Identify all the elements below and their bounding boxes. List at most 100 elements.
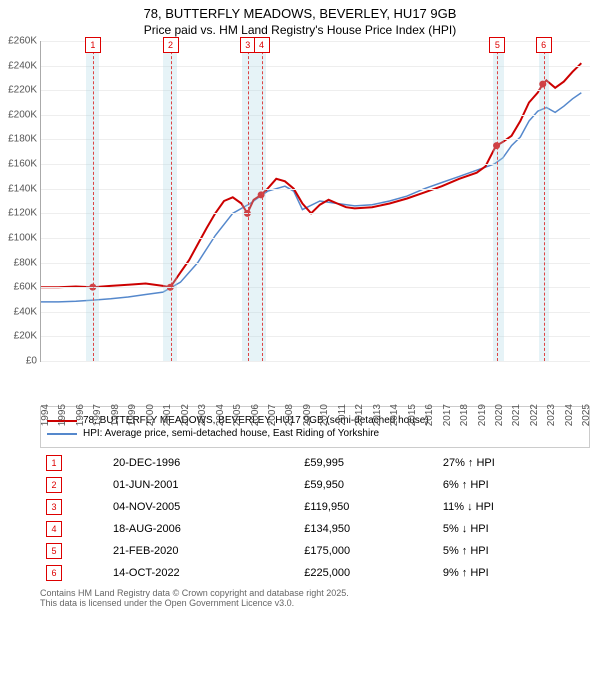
event-dash — [171, 41, 172, 361]
page-title: 78, BUTTERFLY MEADOWS, BEVERLEY, HU17 9G… — [0, 6, 600, 21]
x-tick-label: 2020 — [494, 404, 505, 426]
event-date: 21-FEB-2020 — [107, 540, 298, 562]
y-tick-label: £240K — [8, 60, 37, 71]
event-num: 1 — [46, 455, 62, 471]
x-tick-label: 2019 — [477, 404, 488, 426]
event-marker: 5 — [489, 37, 505, 53]
y-tick-label: £0 — [26, 356, 37, 367]
x-tick-label: 2001 — [162, 404, 173, 426]
x-tick-label: 1996 — [75, 404, 86, 426]
event-date: 18-AUG-2006 — [107, 518, 298, 540]
x-tick-label: 2009 — [302, 404, 313, 426]
x-tick-label: 2025 — [581, 404, 592, 426]
x-tick-label: 2023 — [546, 404, 557, 426]
event-dash — [544, 41, 545, 361]
event-price: £225,000 — [298, 562, 437, 584]
x-tick-label: 2000 — [145, 404, 156, 426]
event-delta: 5% ↑ HPI — [437, 540, 590, 562]
event-row: 3 04-NOV-2005£119,95011% ↓ HPI — [40, 496, 590, 518]
footer-line2: This data is licensed under the Open Gov… — [40, 598, 590, 608]
event-dash — [93, 41, 94, 361]
x-tick-label: 2015 — [407, 404, 418, 426]
event-delta: 9% ↑ HPI — [437, 562, 590, 584]
x-tick-label: 2003 — [197, 404, 208, 426]
x-tick-label: 2006 — [250, 404, 261, 426]
event-delta: 11% ↓ HPI — [437, 496, 590, 518]
event-date: 20-DEC-1996 — [107, 452, 298, 474]
page-subtitle: Price paid vs. HM Land Registry's House … — [0, 23, 600, 37]
event-price: £119,950 — [298, 496, 437, 518]
event-band — [242, 41, 266, 361]
event-date: 01-JUN-2001 — [107, 474, 298, 496]
legend-swatch-hpi — [47, 433, 77, 435]
footer-line1: Contains HM Land Registry data © Crown c… — [40, 588, 590, 598]
y-tick-label: £20K — [14, 331, 37, 342]
event-marker: 4 — [254, 37, 270, 53]
event-num: 6 — [46, 565, 62, 581]
event-delta: 5% ↓ HPI — [437, 518, 590, 540]
x-tick-label: 2004 — [215, 404, 226, 426]
event-price: £175,000 — [298, 540, 437, 562]
y-tick-label: £180K — [8, 134, 37, 145]
event-num: 3 — [46, 499, 62, 515]
x-tick-label: 2011 — [337, 404, 348, 426]
y-tick-label: £120K — [8, 208, 37, 219]
x-tick-label: 2017 — [442, 404, 453, 426]
x-tick-label: 2002 — [180, 404, 191, 426]
footer: Contains HM Land Registry data © Crown c… — [40, 588, 590, 608]
event-dash — [497, 41, 498, 361]
event-price: £59,995 — [298, 452, 437, 474]
legend: 78, BUTTERFLY MEADOWS, BEVERLEY, HU17 9G… — [40, 406, 590, 448]
x-tick-label: 2021 — [511, 404, 522, 426]
x-tick-label: 2007 — [267, 404, 278, 426]
legend-label-hpi: HPI: Average price, semi-detached house,… — [83, 428, 379, 439]
x-tick-label: 2018 — [459, 404, 470, 426]
legend-item-hpi: HPI: Average price, semi-detached house,… — [47, 428, 583, 439]
y-tick-label: £200K — [8, 109, 37, 120]
x-tick-label: 2010 — [319, 404, 330, 426]
event-dash — [262, 41, 263, 361]
y-tick-label: £260K — [8, 36, 37, 47]
x-tick-label: 2014 — [389, 404, 400, 426]
event-date: 04-NOV-2005 — [107, 496, 298, 518]
x-axis: 1994199519961997199819992000200120022003… — [40, 362, 590, 400]
event-delta: 6% ↑ HPI — [437, 474, 590, 496]
event-price: £59,950 — [298, 474, 437, 496]
event-num: 2 — [46, 477, 62, 493]
chart-lines — [41, 41, 590, 361]
event-band — [493, 41, 503, 361]
event-delta: 27% ↑ HPI — [437, 452, 590, 474]
event-marker: 6 — [536, 37, 552, 53]
x-tick-label: 1995 — [57, 404, 68, 426]
y-tick-label: £220K — [8, 85, 37, 96]
x-tick-label: 2022 — [529, 404, 540, 426]
y-tick-label: £80K — [14, 257, 37, 268]
event-row: 1 20-DEC-1996£59,99527% ↑ HPI — [40, 452, 590, 474]
x-tick-label: 2005 — [232, 404, 243, 426]
event-dash — [248, 41, 249, 361]
x-tick-label: 2013 — [372, 404, 383, 426]
x-tick-label: 1997 — [92, 404, 103, 426]
event-date: 14-OCT-2022 — [107, 562, 298, 584]
price-chart: £0£20K£40K£60K£80K£100K£120K£140K£160K£1… — [40, 41, 590, 362]
event-marker: 1 — [85, 37, 101, 53]
y-tick-label: £140K — [8, 183, 37, 194]
x-tick-label: 1994 — [40, 404, 51, 426]
event-row: 418-AUG-2006£134,9505% ↓ HPI — [40, 518, 590, 540]
event-price: £134,950 — [298, 518, 437, 540]
event-row: 5 21-FEB-2020£175,0005% ↑ HPI — [40, 540, 590, 562]
y-tick-label: £160K — [8, 159, 37, 170]
event-row: 2 01-JUN-2001£59,9506% ↑ HPI — [40, 474, 590, 496]
x-tick-label: 2008 — [284, 404, 295, 426]
event-num: 5 — [46, 543, 62, 559]
x-tick-label: 2024 — [564, 404, 575, 426]
y-tick-label: £40K — [14, 306, 37, 317]
x-tick-label: 2016 — [424, 404, 435, 426]
x-tick-label: 2012 — [354, 404, 365, 426]
y-tick-label: £100K — [8, 232, 37, 243]
x-tick-label: 1998 — [110, 404, 121, 426]
event-marker: 2 — [163, 37, 179, 53]
y-tick-label: £60K — [14, 282, 37, 293]
event-row: 6 14-OCT-2022£225,0009% ↑ HPI — [40, 562, 590, 584]
x-tick-label: 1999 — [127, 404, 138, 426]
